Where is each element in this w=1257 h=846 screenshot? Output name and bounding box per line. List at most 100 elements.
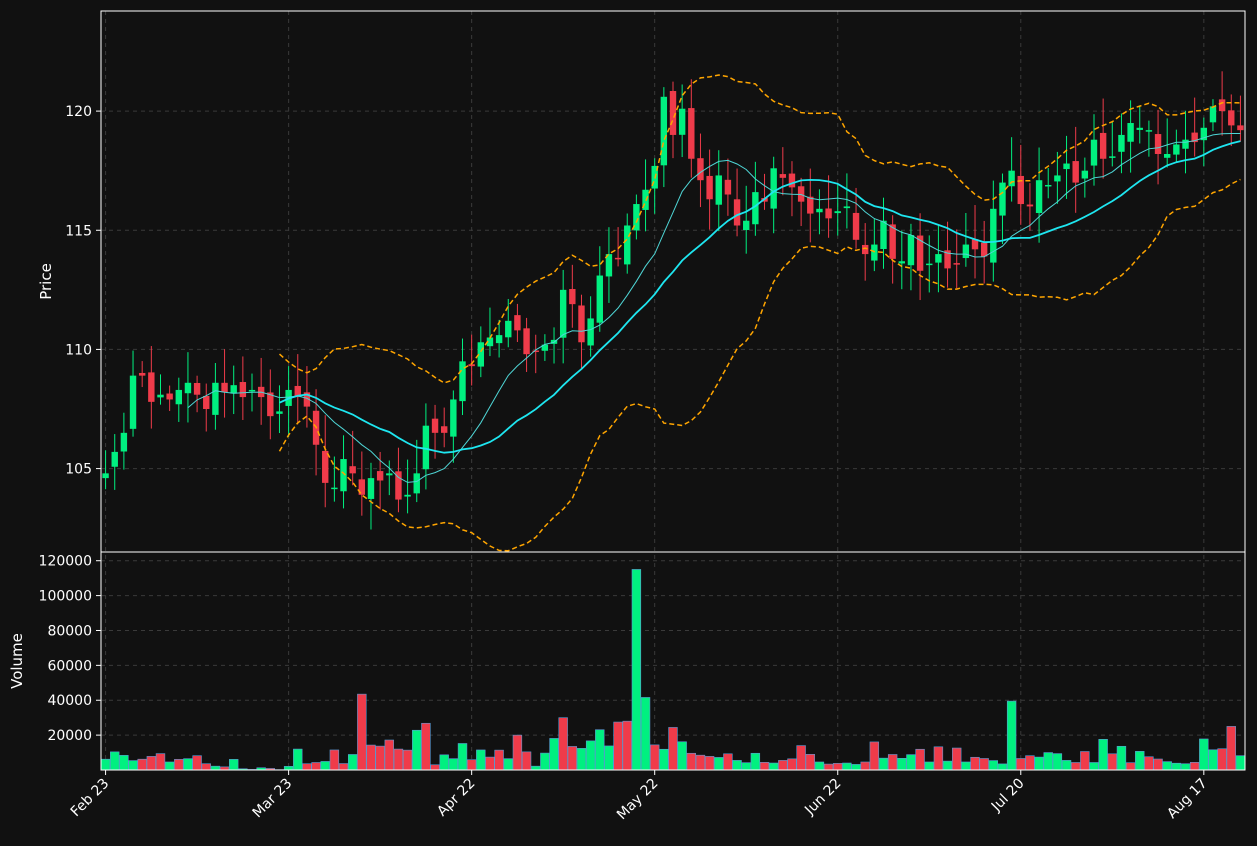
volume-bar <box>568 746 577 770</box>
volume-bar <box>678 742 687 770</box>
volume-bar <box>916 749 925 770</box>
candle-body <box>139 373 145 376</box>
candle-body <box>935 254 941 263</box>
candle-body <box>441 426 447 433</box>
volume-bar <box>1236 756 1245 770</box>
volume-bar <box>1007 701 1016 770</box>
volume-bar <box>760 762 769 770</box>
volume-bar <box>943 761 952 770</box>
volume-bar <box>1035 757 1044 770</box>
volume-bar <box>385 740 394 770</box>
volume-bar <box>119 755 128 770</box>
candle-body <box>221 383 227 392</box>
volume-bar <box>174 759 183 770</box>
volume-bar <box>303 764 312 770</box>
candle-body <box>807 197 813 214</box>
bollinger-upper-line <box>280 75 1241 383</box>
candle-body <box>889 224 895 258</box>
volume-bar <box>467 760 476 770</box>
volume-bar <box>806 754 815 770</box>
price-tick-label: 120 <box>65 104 92 120</box>
volume-bar <box>559 718 568 770</box>
volume-bar <box>147 756 156 770</box>
volume-bar <box>687 753 696 770</box>
candle-body <box>1155 134 1161 154</box>
x-tick-label: Apr 22 <box>434 776 478 820</box>
volume-bar <box>229 759 238 770</box>
volume-tick-label: 80000 <box>47 623 92 639</box>
volume-bar <box>742 763 751 770</box>
volume-bar <box>321 761 330 770</box>
volume-bar <box>522 752 531 770</box>
volume-bar <box>1117 746 1126 770</box>
candle-body <box>130 376 136 429</box>
candle-body <box>176 390 182 404</box>
candle-body <box>1036 180 1042 213</box>
volume-bar <box>980 758 989 770</box>
candle-body <box>1182 140 1188 149</box>
volume-bar <box>952 748 961 770</box>
candle-body <box>1237 125 1243 130</box>
volume-bar <box>330 750 339 770</box>
candle-body <box>377 471 383 480</box>
volume-bar <box>193 756 202 770</box>
candle-body <box>899 261 905 263</box>
candle-body <box>990 209 996 263</box>
candle-body <box>871 245 877 261</box>
volume-bar <box>367 745 376 770</box>
candle-body <box>1027 205 1033 207</box>
candle-body <box>963 245 969 258</box>
x-tick-label: Mar 23 <box>250 776 296 822</box>
volume-bar <box>101 759 110 770</box>
candle-body <box>697 158 703 180</box>
candle-body <box>1109 156 1115 158</box>
volume-bar <box>1071 763 1080 770</box>
candle-body <box>505 321 511 337</box>
volume-bar <box>1199 739 1208 770</box>
candle-body <box>249 390 255 392</box>
candle-body <box>587 318 593 345</box>
candle-body <box>880 221 886 249</box>
candle-body <box>706 176 712 199</box>
candle-body <box>148 372 154 401</box>
x-tick-label: Jul 20 <box>988 776 1028 816</box>
candle-body <box>661 97 667 166</box>
volume-bar <box>486 757 495 770</box>
candle-body <box>386 473 392 475</box>
candle-body <box>1210 106 1216 122</box>
volume-bar <box>888 754 897 770</box>
volume-bar <box>531 766 540 770</box>
volume-bar <box>724 754 733 770</box>
volume-bar <box>156 754 165 770</box>
volume-bar <box>202 764 211 770</box>
volume-axis-label: Volume <box>8 633 26 689</box>
volume-tick-label: 100000 <box>39 589 92 605</box>
volume-bar <box>458 743 467 770</box>
candle-body <box>615 258 621 260</box>
volume-bar <box>586 741 595 770</box>
volume-bar <box>412 730 421 770</box>
price-tick-label: 110 <box>65 342 92 358</box>
candle-body <box>789 174 795 188</box>
candle-body <box>1091 140 1097 166</box>
candle-body <box>331 488 337 490</box>
candle-body <box>267 392 273 416</box>
candle-body <box>780 174 786 178</box>
volume-bar <box>110 752 119 770</box>
volume-bar <box>1053 754 1062 770</box>
volume-bar <box>476 750 485 770</box>
volume-bar <box>815 762 824 770</box>
volume-bar <box>595 730 604 770</box>
volume-bar <box>1163 762 1172 770</box>
volume-bar <box>1154 759 1163 770</box>
volume-bar <box>293 749 302 770</box>
volume-bar <box>1080 752 1089 770</box>
candle-body <box>276 411 282 413</box>
candle-body <box>578 305 584 342</box>
volume-bar <box>440 755 449 770</box>
candle-body <box>734 199 740 225</box>
volume-bar <box>1135 751 1144 770</box>
volume-bar <box>733 760 742 770</box>
candle-body <box>560 290 566 338</box>
candle-body <box>1146 130 1152 132</box>
